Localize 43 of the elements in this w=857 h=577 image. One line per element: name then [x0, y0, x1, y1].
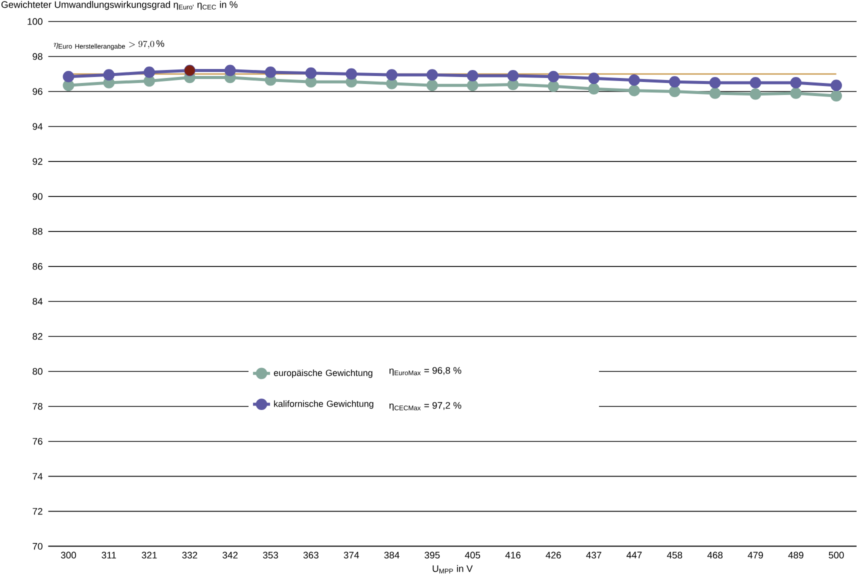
- y-tick-label: 84: [32, 298, 43, 305]
- x-tick-label: 500: [828, 552, 844, 559]
- y-axis-title: Gewichteter Umwandlungswirkungsgrad η$_{Euro'}$ η$_{CEC}$ in %: [1, 1, 238, 10]
- x-tick-label: 321: [142, 552, 157, 559]
- x-tick-label: 437: [586, 552, 602, 559]
- legend-label: europäische Gewichtung: [274, 370, 372, 378]
- ref-line-label: $\eta_{\mathrm{Euro\ Herstellerangabe}} > 97{,}0\,\%$: [54, 40, 164, 50]
- x-tick-label: 395: [424, 552, 440, 559]
- x-tick-label: 353: [263, 552, 278, 559]
- y-tick-label: 96: [32, 88, 42, 96]
- y-tick-label: 88: [32, 228, 42, 236]
- x-tick-label: 374: [344, 552, 359, 559]
- x-tick-label: 416: [505, 552, 520, 559]
- x-tick-label: 405: [464, 552, 480, 559]
- x-tick-label: 458: [666, 552, 682, 559]
- x-tick-label: 311: [102, 552, 116, 559]
- legend-label: kalifornische Gewichtung: [274, 400, 374, 409]
- y-tick-label: 78: [32, 403, 42, 410]
- y-tick-label: 100: [28, 18, 42, 26]
- y-tick-label: 92: [32, 158, 42, 166]
- x-tick-label: 426: [546, 552, 561, 559]
- y-tick-label: 80: [32, 368, 42, 375]
- x-tick-label: 489: [788, 552, 804, 559]
- y-tick-label: 90: [32, 193, 42, 200]
- x-tick-label: 384: [384, 552, 400, 559]
- y-tick-label: 72: [32, 508, 42, 515]
- x-tick-label: 447: [626, 552, 642, 559]
- x-axis-title: U$_{MPP}$ in V: [432, 565, 473, 574]
- annotation: η$_{EuroMax}$ = 96,8 %: [389, 367, 462, 376]
- y-tick-label: 70: [32, 543, 42, 550]
- x-tick-label: 468: [707, 552, 723, 559]
- y-tick-label: 82: [32, 333, 42, 340]
- x-tick-label: 479: [748, 552, 763, 559]
- annotation: η$_{CECMax}$ = 97,2 %: [389, 402, 462, 411]
- y-tick-label: 74: [32, 473, 43, 480]
- x-tick-label: 342: [222, 552, 238, 559]
- y-tick-label: 94: [32, 123, 43, 130]
- y-tick-label: 86: [32, 263, 42, 270]
- x-tick-label: 363: [303, 552, 318, 559]
- x-tick-label: 332: [182, 552, 198, 559]
- y-tick-label: 76: [32, 438, 42, 445]
- x-tick-label: 300: [60, 552, 76, 559]
- y-tick-label: 98: [32, 53, 42, 60]
